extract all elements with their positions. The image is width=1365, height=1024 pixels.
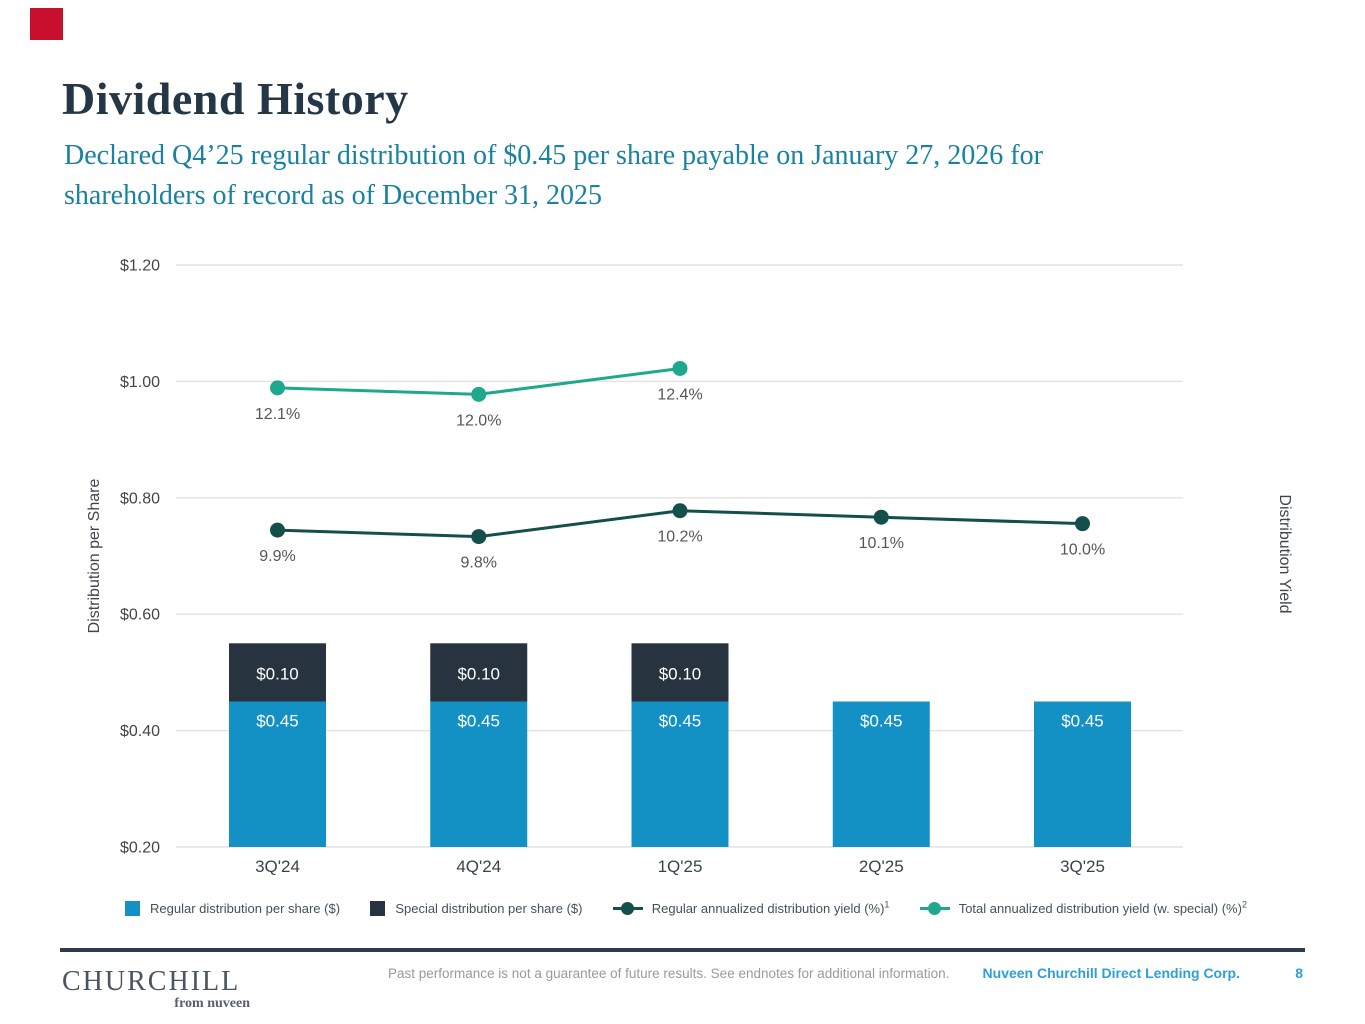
- y-axis-tick-label: $0.20: [120, 840, 160, 857]
- right-axis-title: Distribution Yield: [1276, 494, 1293, 613]
- bar-regular-distribution: [229, 701, 326, 847]
- regular_yield-point-label: 9.9%: [259, 548, 295, 565]
- legend-line-marker-icon: [919, 902, 950, 915]
- bar-special-distribution: [229, 643, 326, 702]
- x-axis-category-label: 2Q'25: [859, 857, 904, 876]
- x-axis-category-label: 3Q'24: [255, 857, 300, 876]
- left-axis-title: Distribution per Share: [86, 479, 103, 634]
- y-axis-tick-label: $1.00: [120, 374, 160, 391]
- regular_yield-point-label: 10.0%: [1060, 542, 1105, 559]
- legend-square-swatch-icon: [125, 901, 140, 916]
- chart-legend: Regular distribution per share ($) Specia…: [125, 899, 1247, 916]
- bar-regular-value-label: $0.45: [860, 712, 903, 731]
- legend-label: Regular distribution per share ($): [150, 901, 341, 916]
- subtitle: Declared Q4’25 regular distribution of $…: [64, 136, 1043, 216]
- regular_yield-point-label: 9.8%: [461, 555, 497, 572]
- bar-regular-value-label: $0.45: [457, 712, 500, 731]
- bar-special-distribution: [430, 643, 528, 702]
- legend-item: Regular annualized distribution yield (%…: [612, 899, 890, 916]
- total_yield-point: [270, 380, 285, 396]
- bar-regular-value-label: $0.45: [256, 712, 299, 731]
- legend-item: Total annualized distribution yield (w. …: [919, 899, 1247, 916]
- bar-regular-distribution: [631, 701, 729, 847]
- x-axis-category-label: 1Q'25: [658, 857, 703, 876]
- subtitle-line-2: shareholders of record as of December 31…: [64, 180, 603, 211]
- bar-special-value-label: $0.10: [457, 664, 500, 683]
- legend-square-swatch-icon: [370, 901, 386, 916]
- legend-label: Special distribution per share ($): [395, 901, 583, 916]
- legend-line-marker-icon: [612, 902, 643, 915]
- from-nuveen-tagline: from nuveen: [174, 996, 250, 1011]
- bar-regular-distribution: [430, 701, 528, 847]
- y-axis-tick-label: $0.80: [120, 490, 160, 507]
- footer-company-name: Nuveen Churchill Direct Lending Corp.: [982, 965, 1240, 981]
- total_yield-point-label: 12.4%: [657, 386, 702, 403]
- regular_yield-point: [873, 509, 889, 525]
- x-axis-category-label: 3Q'25: [1060, 857, 1105, 876]
- regular_yield-point: [1075, 516, 1090, 532]
- churchill-wordmark: CHURCHILL: [62, 966, 241, 997]
- regular_yield-point: [672, 503, 688, 519]
- total_yield-point: [672, 360, 688, 376]
- bar-regular-distribution: [1034, 701, 1131, 847]
- legend-dot-icon: [928, 902, 942, 915]
- bar-regular-distribution: [832, 701, 930, 847]
- y-axis-tick-label: $1.20: [120, 258, 160, 275]
- legend-footnote-marker: 1: [884, 899, 890, 910]
- churchill-logo: CHURCHILL from nuveen: [62, 966, 252, 1012]
- regular_yield-point-label: 10.2%: [657, 529, 702, 546]
- legend-dot-icon: [621, 902, 635, 915]
- y-axis-tick-label: $0.40: [120, 723, 160, 740]
- page-number: 8: [1295, 965, 1303, 981]
- y-axis-tick-label: $0.60: [120, 607, 160, 624]
- total_yield-point-label: 12.1%: [255, 406, 300, 423]
- regular_yield-point-label: 10.1%: [859, 535, 904, 552]
- subtitle-line-1: Declared Q4’25 regular distribution of $…: [64, 140, 1043, 171]
- x-axis-category-label: 4Q'24: [456, 857, 501, 876]
- footer-disclaimer: Past performance is not a guarantee of f…: [388, 966, 950, 981]
- brand-red-square-icon: [30, 8, 63, 40]
- regular_yield-point: [471, 529, 487, 545]
- footer-divider: [60, 948, 1305, 952]
- total_yield-point-label: 12.0%: [456, 412, 501, 429]
- legend-footnote-marker: 2: [1241, 899, 1247, 910]
- bar-special-value-label: $0.10: [256, 664, 299, 683]
- bar-regular-value-label: $0.45: [659, 712, 702, 731]
- regular_yield-point: [270, 522, 285, 538]
- total_yield-point: [471, 386, 487, 402]
- legend-label: Regular annualized distribution yield (%…: [651, 899, 890, 916]
- bar-regular-value-label: $0.45: [1061, 712, 1104, 731]
- legend-item: Regular distribution per share ($): [125, 901, 340, 916]
- legend-label: Total annualized distribution yield (w. …: [958, 899, 1247, 916]
- page-title: Dividend History: [62, 73, 409, 124]
- bar-special-value-label: $0.10: [659, 664, 702, 683]
- legend-item: Special distribution per share ($): [370, 901, 582, 916]
- bar-special-distribution: [631, 643, 729, 702]
